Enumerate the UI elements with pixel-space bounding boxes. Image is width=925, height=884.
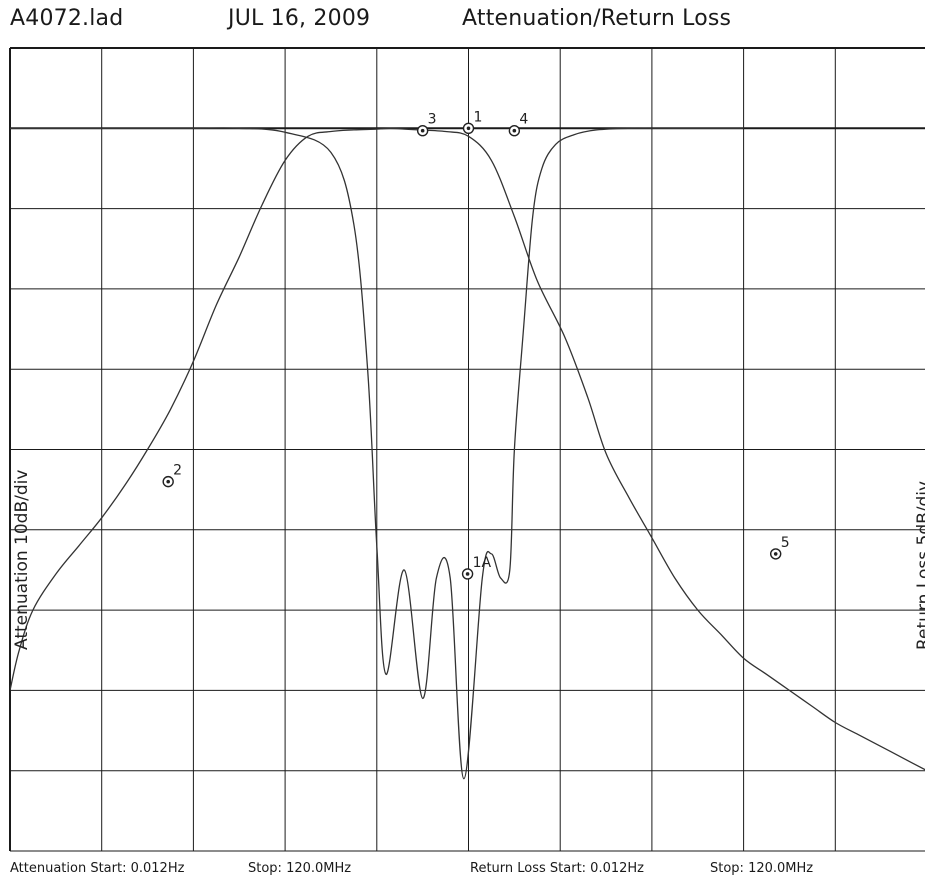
marker-3: 3 xyxy=(416,112,437,137)
return-loss-start: Return Loss Start: 0.012Hz xyxy=(470,861,645,876)
attenuation-trace xyxy=(10,127,925,771)
marker-5: 5 xyxy=(769,535,790,560)
trace-layer xyxy=(10,127,925,780)
marker-dot xyxy=(466,126,471,131)
marker-dot xyxy=(420,128,425,133)
file-name: A4072.lad xyxy=(10,6,124,31)
plot-grid xyxy=(9,47,925,852)
return-loss-stop: Stop: 120.0MHz xyxy=(710,861,814,876)
y-axis-label-left: Attenuation 10dB/div xyxy=(12,470,32,650)
y-axis-label-right: Return Loss 5dB/div xyxy=(914,481,925,650)
marker-dot xyxy=(512,128,517,133)
attenuation-start: Attenuation Start: 0.012Hz xyxy=(10,861,185,876)
marker-1: 1 xyxy=(462,109,483,135)
marker-4: 4 xyxy=(508,112,528,137)
marker-label: 4 xyxy=(519,112,528,128)
marker-label: 1A xyxy=(473,555,492,571)
marker-dot xyxy=(166,479,170,484)
marker-2: 2 xyxy=(162,463,182,488)
chart-title: Attenuation/Return Loss xyxy=(462,6,732,31)
marker-layer: 1 2 3 4 1A 5 xyxy=(162,109,790,580)
date-label: JUL 16, 2009 xyxy=(228,6,371,31)
marker-label: 2 xyxy=(173,463,182,479)
marker-dot xyxy=(465,572,470,576)
marker-dot xyxy=(773,552,778,556)
marker-label: 3 xyxy=(428,112,437,128)
marker-1a: 1A xyxy=(461,555,492,580)
marker-label: 5 xyxy=(781,535,790,551)
return-loss-trace xyxy=(10,127,744,780)
axis-label-layer: Attenuation 10dB/div Return Loss 5dB/div xyxy=(12,470,925,650)
attenuation-stop: Stop: 120.0MHz xyxy=(248,861,352,876)
marker-label: 1 xyxy=(474,109,483,125)
